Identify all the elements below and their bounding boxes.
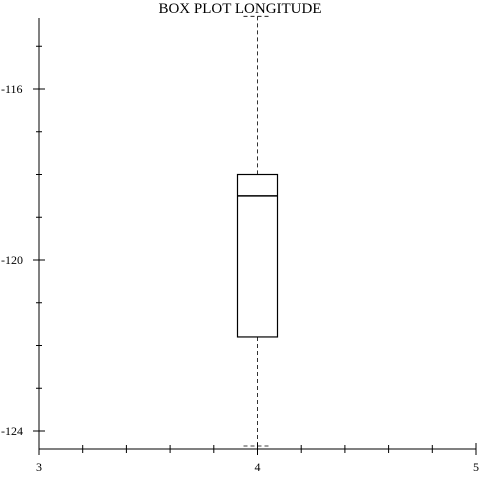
plot-area [236,15,279,447]
iqr-box [236,173,279,338]
y-tick-label: -120 [1,253,23,267]
chart-title: BOX PLOT LONGITUDE [158,1,321,17]
x-tick-label: 3 [36,460,42,474]
axes: -116 -120 -124 3 4 5 [1,18,479,474]
y-tick-label: -116 [1,82,23,96]
y-tick-label: -124 [1,424,23,438]
x-tick-label: 5 [473,460,479,474]
x-tick-label: 4 [255,460,261,474]
